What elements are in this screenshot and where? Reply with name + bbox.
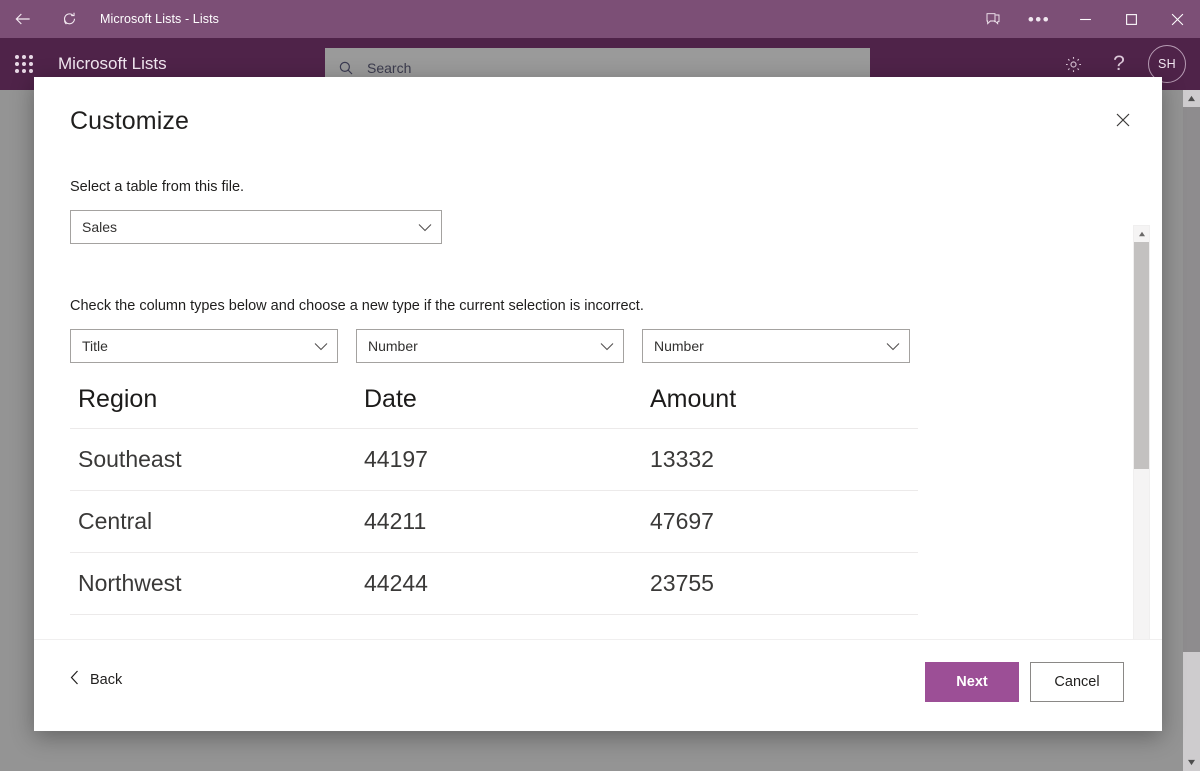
dialog-header: Customize bbox=[34, 77, 1162, 147]
cell-date: 44197 bbox=[356, 428, 642, 491]
gear-icon[interactable] bbox=[1050, 38, 1096, 90]
cell-amount: 47697 bbox=[642, 490, 918, 553]
table-row: Southeast 44197 13332 bbox=[70, 428, 918, 491]
column-type-value-3: Number bbox=[654, 338, 704, 354]
page-scrollbar-thumb[interactable] bbox=[1183, 107, 1200, 652]
waffle-grid bbox=[15, 55, 33, 73]
chevron-down-icon bbox=[314, 342, 328, 351]
column-header-amount: Amount bbox=[642, 379, 918, 429]
avatar[interactable]: SH bbox=[1148, 45, 1186, 83]
chevron-down-icon bbox=[600, 342, 614, 351]
cell-date: 44244 bbox=[356, 552, 642, 615]
column-type-value-1: Title bbox=[82, 338, 108, 354]
cell-amount: 23755 bbox=[642, 552, 918, 615]
titlebar-controls: ••• bbox=[970, 0, 1200, 38]
cell-amount: 13332 bbox=[642, 428, 918, 491]
caret-down-icon[interactable] bbox=[1183, 754, 1200, 771]
table-select-dropdown[interactable]: Sales bbox=[70, 210, 442, 244]
close-icon[interactable] bbox=[1154, 0, 1200, 38]
app-header-actions: ? SH bbox=[1050, 38, 1200, 90]
table-row: Northwest 44244 23755 bbox=[70, 552, 918, 615]
page-scrollbar[interactable] bbox=[1183, 90, 1200, 771]
column-header-date: Date bbox=[356, 379, 642, 429]
dialog-footer-buttons: Next Cancel bbox=[925, 662, 1124, 702]
caret-up-icon[interactable] bbox=[1183, 90, 1200, 107]
window-title: Microsoft Lists - Lists bbox=[100, 12, 219, 26]
dialog-content: Select a table from this file. Sales Che… bbox=[34, 147, 1124, 615]
cell-date: 44211 bbox=[356, 490, 642, 553]
table-select-value: Sales bbox=[82, 219, 118, 235]
table-row: Central 44211 47697 bbox=[70, 490, 918, 553]
preview-table: Region Date Amount Southeast 44197 13332… bbox=[70, 379, 918, 615]
help-icon[interactable]: ? bbox=[1096, 38, 1142, 90]
close-icon[interactable] bbox=[1106, 103, 1140, 137]
more-options-label: ••• bbox=[1027, 9, 1051, 29]
page-title: Customize bbox=[70, 107, 189, 135]
chevron-left-icon bbox=[70, 670, 79, 689]
chevron-down-icon bbox=[886, 342, 900, 351]
caret-up-icon[interactable] bbox=[1134, 226, 1149, 241]
column-type-dropdown-2[interactable]: Number bbox=[356, 329, 624, 363]
column-type-dropdown-3[interactable]: Number bbox=[642, 329, 910, 363]
column-types-label: Check the column types below and choose … bbox=[70, 298, 644, 314]
refresh-icon[interactable] bbox=[46, 0, 92, 38]
search-placeholder: Search bbox=[367, 60, 412, 76]
table-select-label: Select a table from this file. bbox=[70, 179, 245, 195]
app-launcher-icon[interactable] bbox=[0, 38, 48, 90]
brand-title[interactable]: Microsoft Lists bbox=[58, 54, 167, 73]
column-type-dropdown-1[interactable]: Title bbox=[70, 329, 338, 363]
back-button[interactable]: Back bbox=[70, 670, 122, 689]
cell-region: Northwest bbox=[70, 552, 356, 615]
cell-region: Central bbox=[70, 490, 356, 553]
customize-dialog: Customize Select a table from this file.… bbox=[34, 77, 1162, 731]
column-type-value-2: Number bbox=[368, 338, 418, 354]
minimize-icon[interactable] bbox=[1062, 0, 1108, 38]
back-button-label: Back bbox=[90, 671, 123, 688]
dialog-scrollbar-thumb[interactable] bbox=[1134, 242, 1149, 469]
preview-table-header-row: Region Date Amount bbox=[70, 379, 918, 429]
next-button[interactable]: Next bbox=[925, 662, 1019, 702]
maximize-icon[interactable] bbox=[1108, 0, 1154, 38]
dialog-scroll-area: Select a table from this file. Sales Che… bbox=[34, 147, 1162, 639]
help-label: ? bbox=[1113, 52, 1125, 75]
column-type-dropdowns: Title Number Number bbox=[70, 329, 1124, 363]
search-icon bbox=[337, 59, 355, 77]
chevron-down-icon bbox=[418, 223, 432, 232]
back-icon[interactable] bbox=[0, 0, 46, 38]
feedback-icon[interactable] bbox=[970, 0, 1016, 38]
column-header-region: Region bbox=[70, 379, 356, 429]
cancel-button[interactable]: Cancel bbox=[1030, 662, 1124, 702]
more-options-button[interactable]: ••• bbox=[1016, 0, 1062, 38]
cell-region: Southeast bbox=[70, 428, 356, 491]
window-titlebar: Microsoft Lists - Lists ••• bbox=[0, 0, 1200, 38]
dialog-scrollbar[interactable] bbox=[1133, 225, 1150, 639]
dialog-footer: Back Next Cancel bbox=[34, 639, 1162, 731]
